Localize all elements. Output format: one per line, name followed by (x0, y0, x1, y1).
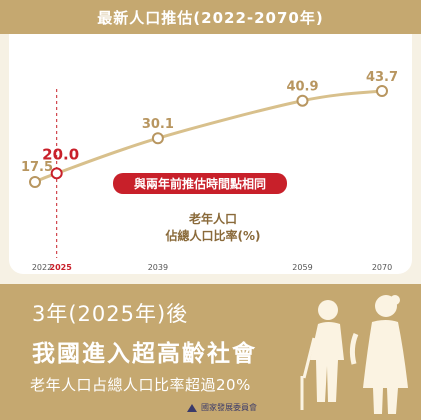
chart-title-bar: 最新人口推估(2022-2070年) (0, 0, 421, 34)
summary-year-text: 3年(2025年)後 (32, 302, 189, 326)
series-label-line2: 佔總人口比率(%) (165, 228, 261, 243)
footer-org: 國家發展委員會 (201, 403, 257, 412)
data-point (50, 167, 63, 180)
callout-text: 與兩年前推估時間點相同 (134, 176, 266, 191)
data-label: 17.5 (21, 160, 53, 175)
footer-logo: 國家發展委員會 (186, 402, 257, 413)
data-point (151, 132, 164, 145)
chart-card: 17.5 20.0 30.1 40.9 43.7 2022 2025 2039 2059 2070… (9, 34, 412, 274)
data-point (29, 176, 41, 188)
x-tick-label: 2070 (372, 263, 392, 272)
summary-detail: 老年人口占總人口比率超過20% (30, 376, 251, 394)
callout-box (113, 173, 287, 194)
x-tick-label: 2022 (32, 263, 52, 272)
data-label: 40.9 (286, 80, 318, 95)
data-point (296, 94, 309, 107)
ndc-logo-icon (187, 403, 197, 412)
summary-panel: 3年(2025年)後 我國進入超高齡社會 老年人口占總人口比率超過20% 國家發… (0, 284, 421, 420)
x-tick-label: 2025 (50, 263, 73, 272)
data-point (376, 85, 388, 97)
series-label-line1: 老年人口 (189, 211, 237, 226)
series-line (34, 89, 383, 184)
chart-title: 最新人口推估(2022-2070年) (97, 8, 324, 27)
summary-headline: 我國進入超高齡社會 (32, 341, 257, 367)
data-label: 30.1 (142, 117, 174, 132)
x-tick-label: 2039 (148, 263, 168, 272)
data-label: 20.0 (42, 145, 79, 163)
elderly-couple-icon (300, 295, 408, 414)
x-tick-label: 2059 (292, 263, 312, 272)
data-label: 43.7 (366, 70, 398, 85)
